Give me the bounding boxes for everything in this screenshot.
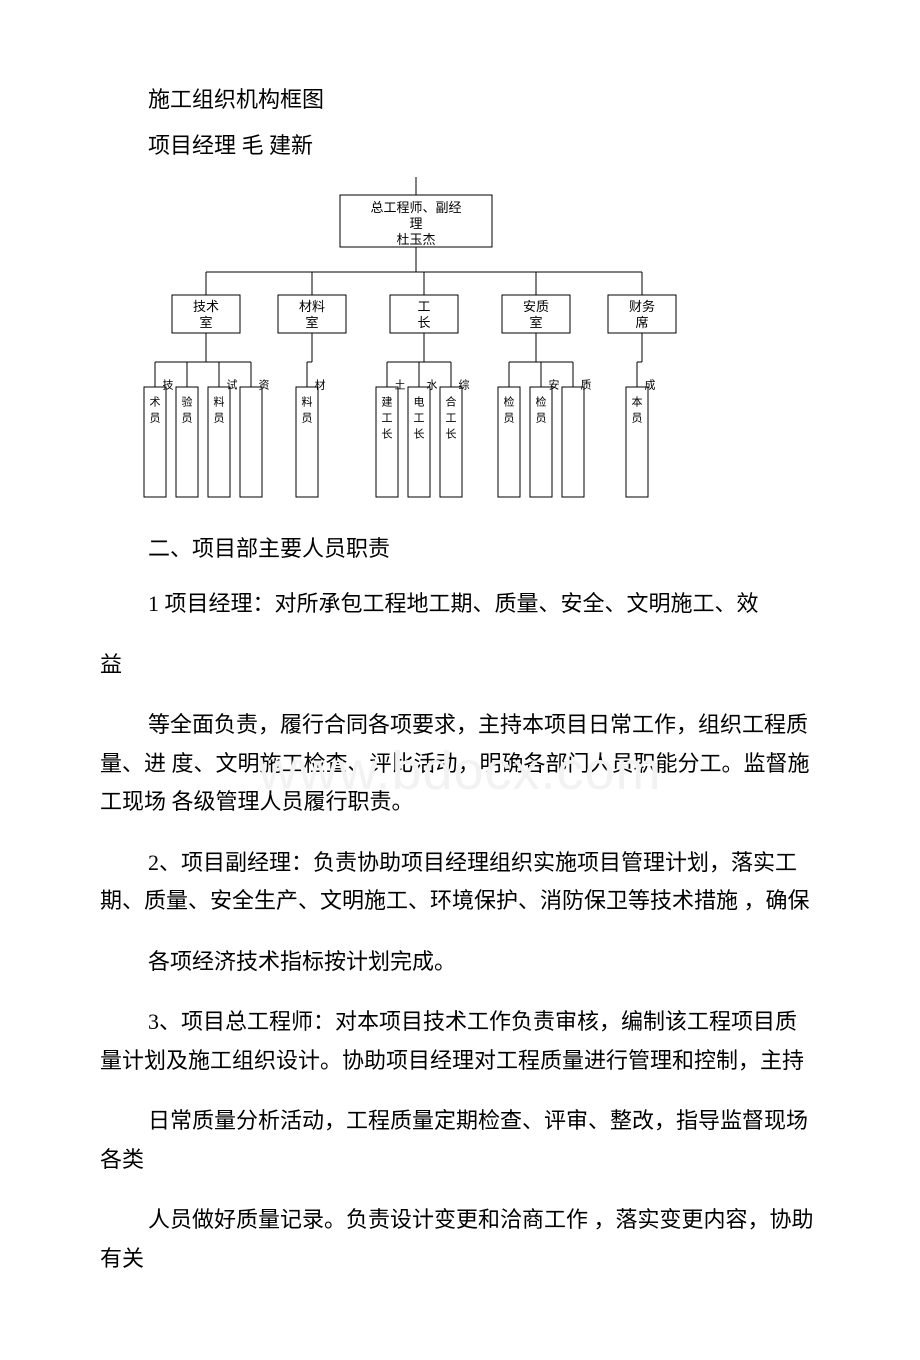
svg-text:工: 工 xyxy=(446,413,457,425)
svg-text:验: 验 xyxy=(182,395,193,409)
svg-text:室: 室 xyxy=(199,315,212,330)
svg-text:电: 电 xyxy=(414,396,425,409)
paragraph-1a: 1 项目经理：对所承包工程地工期、质量、安全、文明施工、效 xyxy=(100,585,820,624)
svg-text:试: 试 xyxy=(227,379,238,392)
svg-text:料: 料 xyxy=(214,395,225,409)
svg-text:材料: 材料 xyxy=(299,299,325,314)
svg-text:料: 料 xyxy=(302,395,313,409)
svg-text:室: 室 xyxy=(305,315,318,330)
doc-subtitle: 项目经理 毛 建新 xyxy=(148,126,820,166)
paragraph-3c: 人员做好质量记录。负责设计变更和洽商工作 ，落实变更内容，协助有关 xyxy=(100,1201,820,1278)
paragraph-1a-cont: 益 xyxy=(100,646,820,685)
svg-text:杜玉杰: 杜玉杰 xyxy=(396,232,435,247)
doc-title: 施工组织机构框图 xyxy=(148,80,820,120)
svg-text:工: 工 xyxy=(414,413,425,425)
svg-text:席: 席 xyxy=(635,315,648,330)
section-title: 二、项目部主要人员职责 xyxy=(148,531,820,563)
svg-text:理: 理 xyxy=(409,216,422,231)
svg-text:检: 检 xyxy=(504,395,515,409)
svg-text:员: 员 xyxy=(214,412,225,425)
svg-text:建: 建 xyxy=(382,395,393,409)
svg-text:长: 长 xyxy=(417,315,430,330)
svg-text:员: 员 xyxy=(302,412,313,425)
paragraph-1b: 等全面负责，履行合同各项要求，主持本项目日常工作，组织工程质量、进 度、文明施工… xyxy=(100,706,820,822)
svg-text:员: 员 xyxy=(632,412,643,425)
svg-text:员: 员 xyxy=(536,412,547,425)
svg-text:资: 资 xyxy=(259,379,270,392)
svg-text:检: 检 xyxy=(536,395,547,409)
svg-text:员: 员 xyxy=(504,412,515,425)
svg-text:土: 土 xyxy=(395,379,406,392)
org-chart: 总工程师、副经理杜玉杰技术室材料室工长安质室财务席技术员验员试料员资材料员土建工… xyxy=(100,177,820,507)
svg-text:技: 技 xyxy=(163,379,174,392)
svg-text:合: 合 xyxy=(446,395,457,409)
svg-text:员: 员 xyxy=(182,412,193,425)
svg-text:长: 长 xyxy=(446,428,457,441)
svg-text:长: 长 xyxy=(382,428,393,441)
svg-text:材: 材 xyxy=(315,378,326,392)
svg-text:长: 长 xyxy=(414,428,425,441)
svg-text:质: 质 xyxy=(581,379,592,392)
paragraph-2a: 2、项目副经理：负责协助项目经理组织实施项目管理计划，落实工 期、质量、安全生产… xyxy=(100,844,820,921)
svg-text:成: 成 xyxy=(645,379,656,392)
org-chart-svg: 总工程师、副经理杜玉杰技术室材料室工长安质室财务席技术员验员试料员资材料员土建工… xyxy=(100,177,740,507)
svg-text:财务: 财务 xyxy=(629,299,655,314)
svg-text:术: 术 xyxy=(150,396,161,409)
paragraph-3b: 日常质量分析活动，工程质量定期检查、评审、整改，指导监督现场各类 xyxy=(100,1102,820,1179)
svg-text:工: 工 xyxy=(382,413,393,425)
svg-text:总工程师、副经: 总工程师、副经 xyxy=(370,200,461,215)
svg-text:安: 安 xyxy=(549,378,560,392)
svg-text:员: 员 xyxy=(150,412,161,425)
svg-text:安质: 安质 xyxy=(523,299,549,314)
svg-text:工: 工 xyxy=(417,299,430,314)
svg-text:技术: 技术 xyxy=(193,299,219,314)
paragraph-2b: 各项经济技术指标按计划完成。 xyxy=(100,943,820,982)
svg-text:综: 综 xyxy=(459,378,470,392)
svg-text:水: 水 xyxy=(427,379,438,392)
svg-text:本: 本 xyxy=(632,395,643,409)
paragraph-3a: 3、项目总工程师：对本项目技术工作负责审核，编制该工程项目质 量计划及施工组织设… xyxy=(100,1003,820,1080)
svg-text:室: 室 xyxy=(529,315,542,330)
